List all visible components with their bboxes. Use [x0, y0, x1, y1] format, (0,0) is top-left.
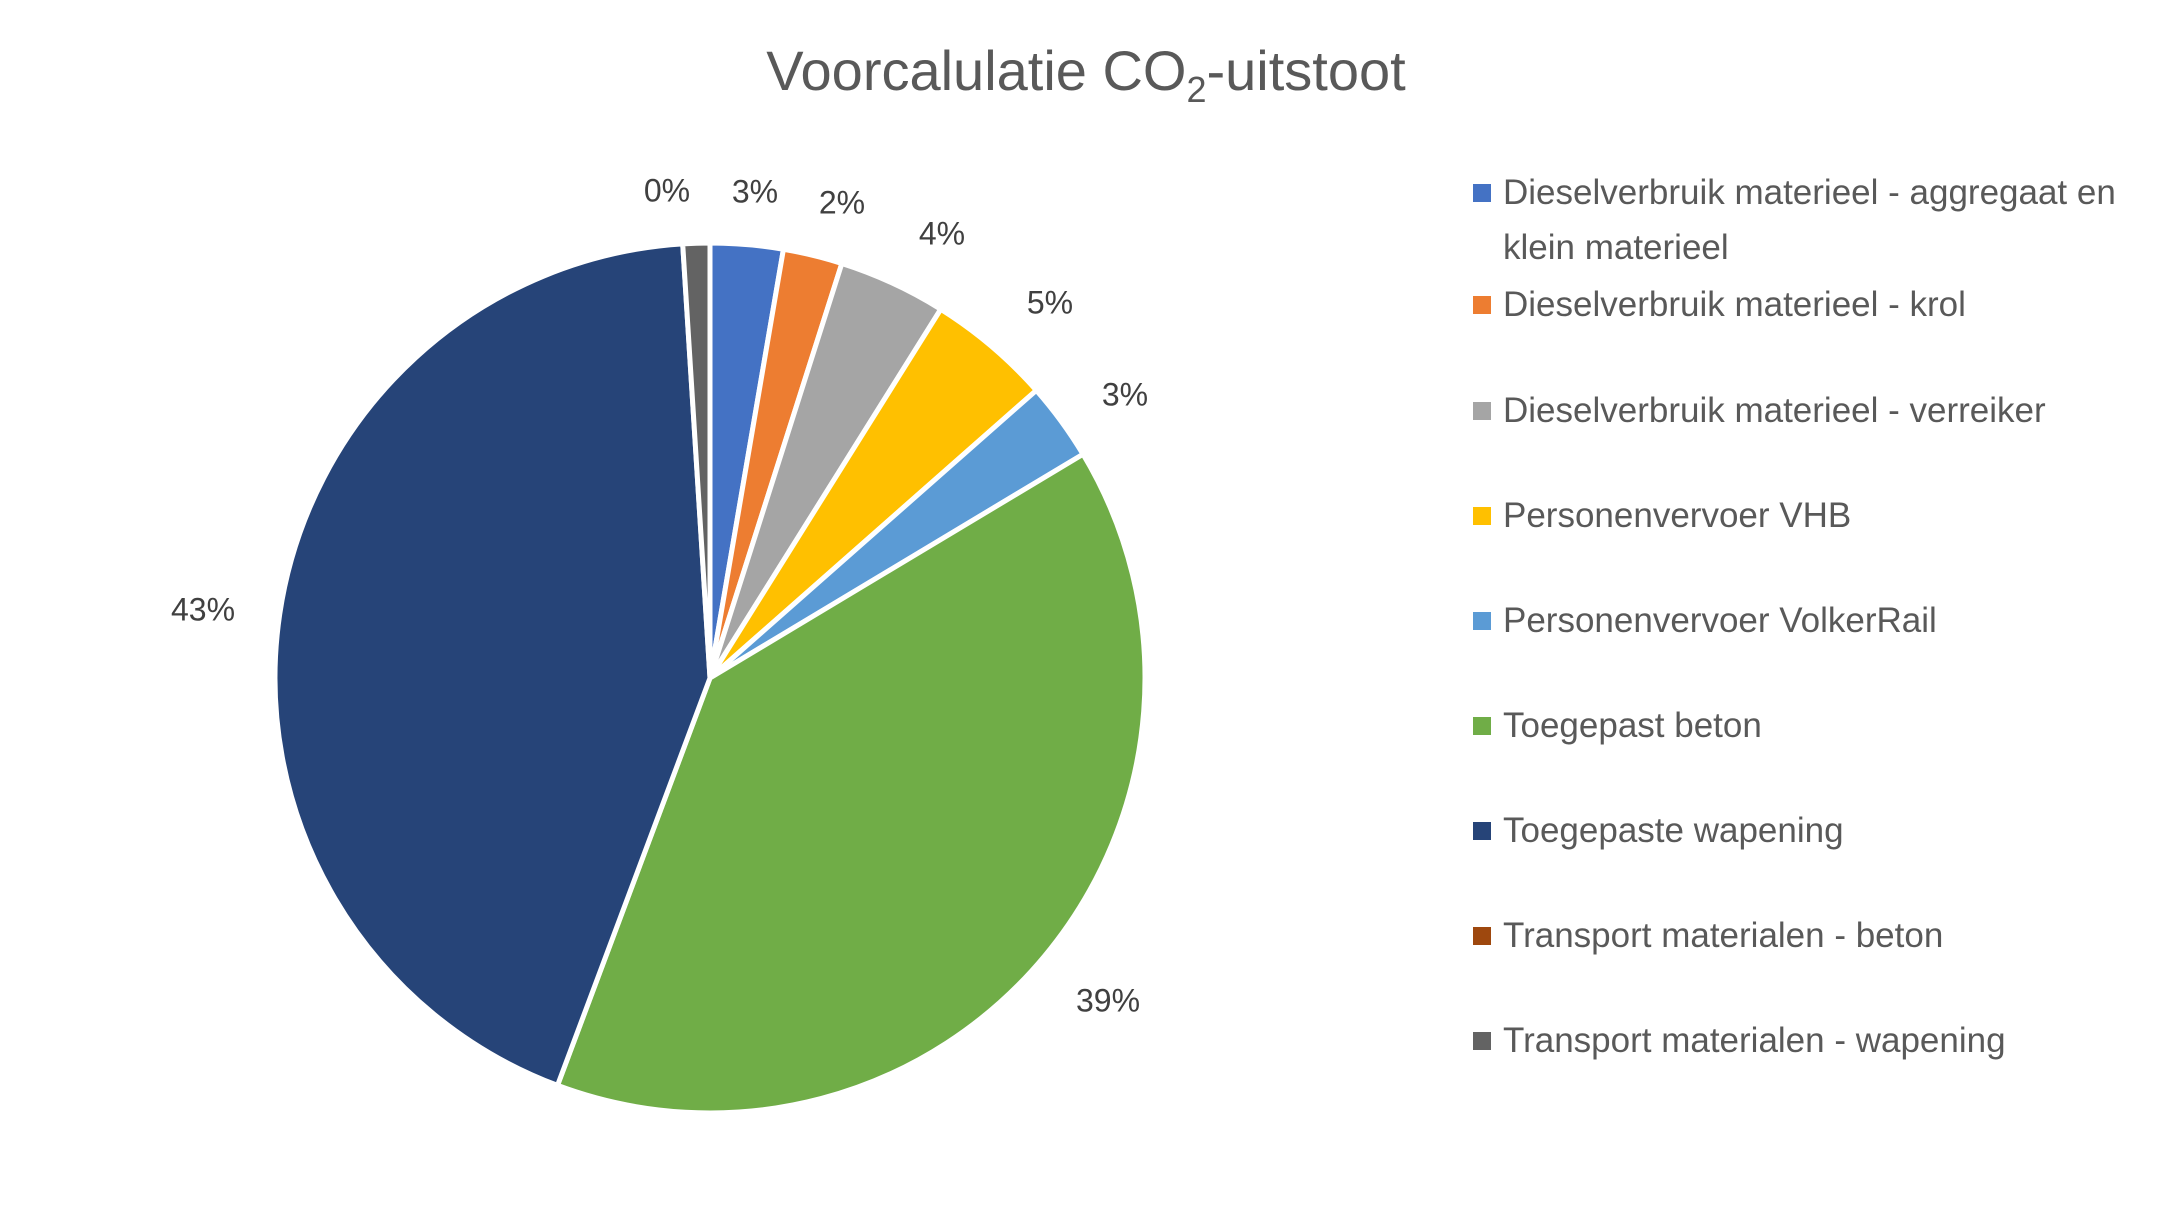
legend-swatch [1473, 184, 1491, 202]
legend-swatch [1473, 507, 1491, 525]
legend-swatch [1473, 717, 1491, 735]
legend-label: Toegepaste wapening [1503, 811, 1844, 850]
legend-item-personenvervoer-volkerrail: Personenvervoer VolkerRail [1473, 593, 2163, 648]
legend-label: Personenvervoer VHB [1503, 496, 1852, 535]
legend-label: Personenvervoer VolkerRail [1503, 601, 1937, 640]
legend-label: Dieselverbruik materieel - verreiker [1503, 391, 2046, 430]
legend-label: Transport materialen - beton [1503, 916, 1944, 955]
legend-swatch [1473, 822, 1491, 840]
legend-item-toegepaste-wapening: Toegepaste wapening [1473, 803, 2163, 858]
chart-title-suffix: -uitstoot [1206, 39, 1406, 102]
legend-item-dieselverbruik-materieel-aggregaat-en-klein-materieel: Dieselverbruik materieel - aggregaat en … [1473, 165, 2163, 275]
legend-swatch [1473, 927, 1491, 945]
legend-label: Dieselverbruik materieel - aggregaat en … [1503, 173, 2116, 267]
pie-slice-toegepaste-wapening [272, 241, 713, 1088]
data-label-dieselverbruik-materieel-krol: 2% [819, 184, 865, 220]
legend-item-transport-materialen-wapening: Transport materialen - wapening [1473, 1013, 2163, 1068]
legend-label: Toegepast beton [1503, 706, 1762, 745]
data-label-transport-materialen-wapening: 0% [644, 172, 690, 208]
legend-item-personenvervoer-vhb: Personenvervoer VHB [1473, 488, 2163, 543]
chart-title-main: Voorcalulatie CO [766, 39, 1187, 102]
pie-slice-toegepast-beton [555, 451, 1148, 1116]
pie-slice-transport-materialen-wapening [680, 240, 713, 681]
data-label-dieselverbruik-materieel-verreiker: 4% [919, 215, 965, 251]
legend-swatch [1473, 402, 1491, 420]
data-label-personenvervoer-volkerrail: 3% [1102, 376, 1148, 412]
legend-item-dieselverbruik-materieel-krol: Dieselverbruik materieel - krol [1473, 277, 2163, 332]
chart-title-subscript: 2 [1186, 69, 1207, 110]
legend-item-toegepast-beton: Toegepast beton [1473, 698, 2163, 753]
legend-swatch [1473, 296, 1491, 314]
legend-swatch [1473, 612, 1491, 630]
legend-item-transport-materialen-beton: Transport materialen - beton [1473, 908, 2163, 963]
chart-title: Voorcalulatie CO2-uitstoot [0, 38, 2172, 111]
data-label-dieselverbruik-materieel-aggregaat-en-klein-materieel: 3% [732, 173, 778, 209]
legend-label: Transport materialen - wapening [1503, 1021, 2006, 1060]
data-label-toegepast-beton: 39% [1076, 982, 1140, 1018]
legend-swatch [1473, 1032, 1491, 1050]
data-label-personenvervoer-vhb: 5% [1027, 284, 1073, 320]
legend-item-dieselverbruik-materieel-verreiker: Dieselverbruik materieel - verreiker [1473, 383, 2163, 438]
legend-label: Dieselverbruik materieel - krol [1503, 285, 1966, 324]
data-label-toegepaste-wapening: 43% [171, 591, 235, 627]
